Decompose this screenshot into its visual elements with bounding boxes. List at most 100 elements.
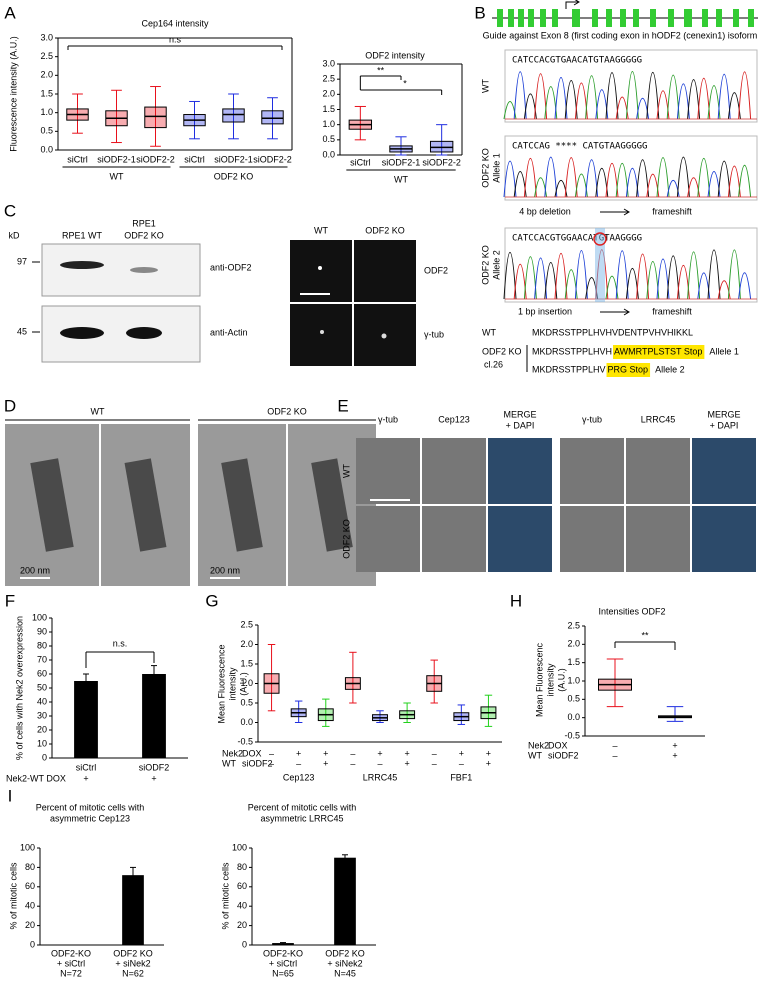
exon — [497, 9, 503, 27]
panel-label: I — [8, 786, 13, 805]
group-label: WT — [91, 406, 105, 416]
y-tick-label: 0.0 — [240, 717, 253, 727]
x-tick-label: siCtrl — [184, 154, 205, 164]
trace-peak — [523, 158, 537, 198]
sign: + — [404, 758, 409, 768]
row-label: siODF2 — [548, 750, 579, 760]
image — [354, 240, 416, 302]
sign: + — [486, 748, 491, 758]
trace-peak — [666, 74, 680, 120]
y-tick-label: 1.5 — [240, 658, 253, 668]
sequence: CATCCACGTGGAACATGTAAGGGG — [512, 234, 642, 244]
band — [60, 261, 104, 269]
unit: kD — [9, 230, 21, 240]
spot — [381, 333, 387, 339]
exon — [650, 9, 656, 27]
exon — [633, 9, 639, 27]
sequence: CATCCACGTGAACATGTAAGGGGG — [512, 56, 642, 66]
note: frameshift — [652, 306, 692, 316]
sign: – — [459, 758, 464, 768]
image — [422, 438, 486, 504]
group-label: FBF1 — [450, 772, 472, 782]
trace-peak — [585, 75, 599, 120]
group-label: ODF2 KO — [267, 406, 307, 416]
group-label: WT — [394, 174, 408, 184]
exon — [733, 9, 739, 27]
bar — [74, 681, 98, 758]
trace-peak — [585, 159, 599, 198]
sign: + — [296, 748, 301, 758]
y-tick-label: 0 — [42, 752, 47, 762]
x-tick-label: ODF2-KO — [263, 948, 303, 958]
column-label: ODF2 KO — [365, 225, 405, 235]
trace-peak — [544, 156, 558, 198]
group-label: ODF2 KO — [214, 171, 254, 181]
x-tick-label: + siNek2 — [327, 958, 362, 968]
sign: – — [269, 758, 274, 768]
y-axis-label: Mean Fluorescence — [216, 644, 226, 723]
column-header: LRRC45 — [641, 414, 676, 424]
column-header: MERGE — [707, 409, 740, 419]
panel-label: E — [337, 396, 348, 415]
y-tick-label: 1.0 — [322, 119, 335, 129]
trace-peak — [646, 71, 660, 120]
sign: + — [323, 748, 328, 758]
y-tick-label: 2.5 — [567, 620, 580, 630]
x-tick-label: siODF2-2 — [136, 154, 175, 164]
trace-peak — [738, 272, 752, 300]
exon — [702, 9, 708, 27]
bar — [142, 674, 166, 758]
band — [60, 327, 104, 339]
sequence: MKDRSSTPPLHVH — [532, 346, 612, 356]
chart-title: Percent of mitotic cells with — [248, 802, 357, 812]
highlight — [595, 228, 605, 302]
y-tick-label: 2.0 — [240, 639, 253, 649]
trace-peak — [738, 71, 752, 120]
y-tick-label: 3.0 — [322, 58, 335, 68]
image — [692, 506, 756, 572]
y-tick-label: 1.5 — [322, 104, 335, 114]
column-header: MERGE — [503, 409, 536, 419]
sequence: AWMRTPLSTST Stop — [614, 346, 702, 356]
image — [290, 240, 352, 302]
panel-label: H — [510, 591, 522, 610]
bar — [272, 943, 294, 945]
y-tick-label: -0.5 — [237, 736, 253, 746]
image — [560, 506, 624, 572]
chromatogram — [504, 135, 758, 201]
image — [290, 304, 352, 366]
sign: + — [459, 748, 464, 758]
row-label: Allele 1 — [491, 153, 501, 183]
column-header: γ-tub — [582, 414, 602, 424]
scale-label: 200 nm — [20, 565, 50, 575]
sequence: MKDRSSTPPLHV — [532, 364, 606, 374]
y-tick-label: 30 — [37, 710, 47, 720]
y-tick-label: 2.0 — [567, 639, 580, 649]
column-header: + DAPI — [506, 420, 535, 430]
sign: – — [269, 748, 274, 758]
scale-label: 200 nm — [210, 565, 240, 575]
row-label: WT — [480, 79, 490, 93]
box — [222, 108, 245, 123]
row-label: Nek2-WT DOX — [6, 773, 66, 783]
exon — [668, 9, 674, 27]
trace-peak — [554, 252, 568, 300]
y-tick-label: 2.5 — [40, 51, 53, 61]
exon — [684, 9, 692, 27]
sign: – — [350, 748, 355, 758]
x-tick-label: ODF2 KO — [325, 948, 365, 958]
trace-peak — [717, 73, 731, 120]
x-tick-label: ODF2-KO — [51, 948, 91, 958]
marker: 45 — [17, 326, 27, 336]
trace-peak — [687, 79, 701, 120]
row-label: ODF2 KO — [480, 148, 490, 188]
trace-peak — [727, 165, 741, 198]
trace-peak — [625, 71, 639, 120]
chart-title: ODF2 intensity — [365, 50, 425, 60]
allele-label: Allele 2 — [655, 364, 685, 374]
column-label: WT — [314, 225, 328, 235]
sequence: MKDRSSTPPLHVHVDENTPVHVHIKKL — [532, 327, 693, 337]
panel-label: C — [4, 201, 16, 220]
trace-peak — [605, 72, 619, 120]
y-tick-label: 90 — [37, 626, 47, 636]
